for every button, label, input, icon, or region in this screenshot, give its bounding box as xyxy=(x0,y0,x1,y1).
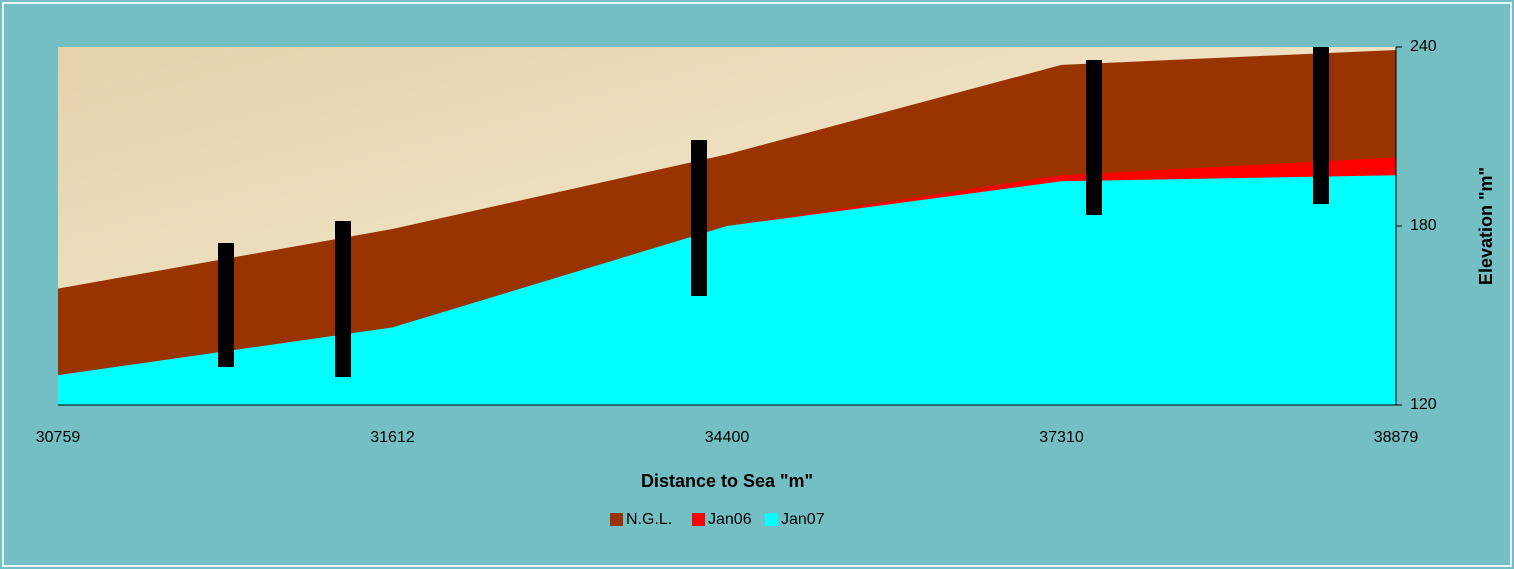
y-tick-label: 120 xyxy=(1410,396,1437,413)
x-tick-label: 30759 xyxy=(36,429,81,446)
y-tick-label: 180 xyxy=(1410,217,1437,234)
well xyxy=(691,140,707,296)
well xyxy=(1086,60,1102,215)
x-tick-label: 37310 xyxy=(1039,429,1084,446)
y-axis-title: Elevation "m" xyxy=(1476,167,1496,285)
well xyxy=(218,243,234,367)
legend-label: N.G.L. xyxy=(626,511,672,528)
legend-label: Jan07 xyxy=(781,511,825,528)
x-axis-title: Distance to Sea "m" xyxy=(641,471,813,491)
x-tick-label: 31612 xyxy=(370,429,415,446)
x-tick-label: 38879 xyxy=(1374,429,1419,446)
legend-swatch xyxy=(765,513,778,526)
legend-label: Jan06 xyxy=(708,511,752,528)
legend-box xyxy=(606,507,842,533)
area xyxy=(58,175,1396,405)
well xyxy=(335,221,351,377)
wells xyxy=(218,47,1329,377)
y-tick-label: 240 xyxy=(1410,38,1437,55)
well xyxy=(1313,47,1329,204)
legend-swatch xyxy=(610,513,623,526)
legend-swatch xyxy=(692,513,705,526)
x-tick-label: 34400 xyxy=(705,429,750,446)
